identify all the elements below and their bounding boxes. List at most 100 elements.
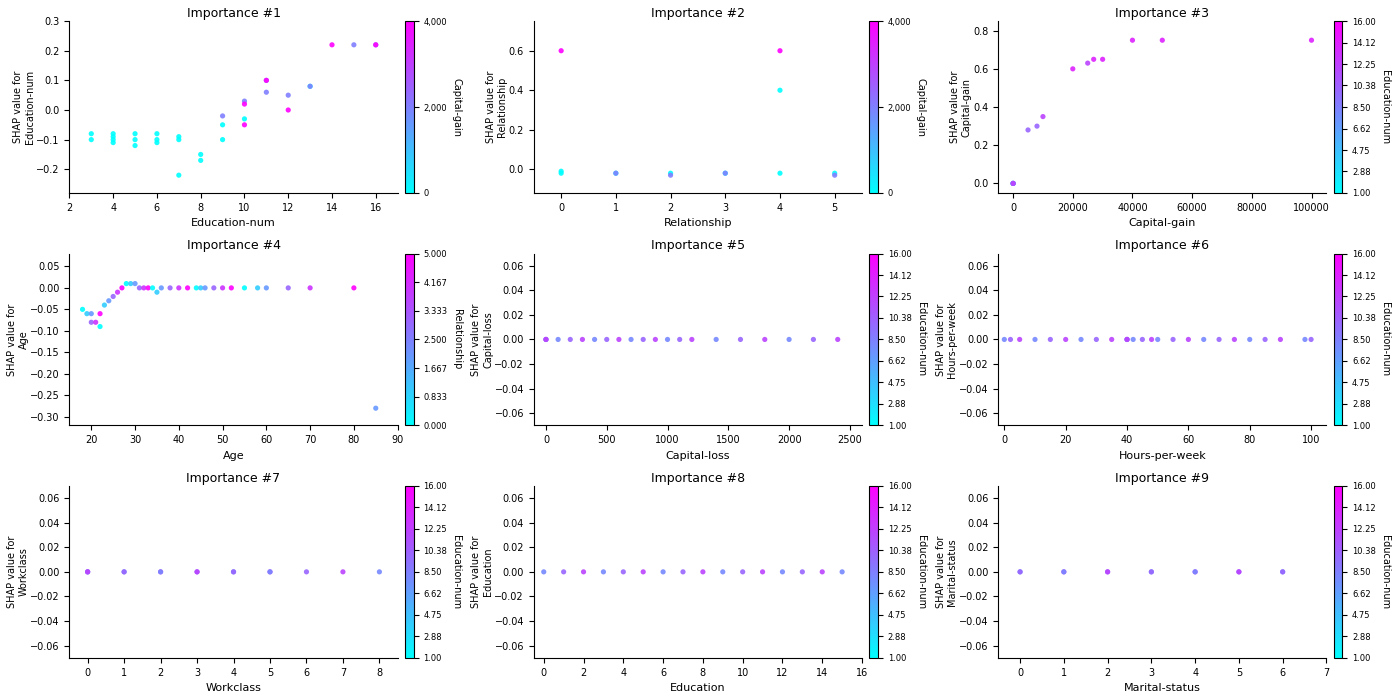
- Point: [234, 282, 256, 293]
- Point: [1002, 178, 1025, 189]
- Point: [102, 131, 125, 142]
- Point: [731, 566, 753, 578]
- Point: [753, 334, 776, 345]
- Point: [550, 45, 573, 56]
- Point: [1032, 111, 1054, 122]
- Y-axis label: SHAP value for
Capital-gain: SHAP value for Capital-gain: [951, 71, 972, 144]
- X-axis label: Capital-gain: Capital-gain: [1128, 218, 1196, 228]
- Point: [137, 282, 160, 293]
- Point: [246, 282, 269, 293]
- Point: [644, 334, 666, 345]
- Point: [123, 134, 146, 145]
- Point: [547, 334, 570, 345]
- Point: [769, 45, 791, 56]
- Point: [211, 119, 234, 130]
- Point: [295, 566, 318, 578]
- Point: [1061, 63, 1084, 74]
- Point: [608, 334, 630, 345]
- Point: [1141, 334, 1163, 345]
- Point: [612, 566, 634, 578]
- Point: [77, 566, 99, 578]
- Title: Importance #4: Importance #4: [186, 239, 280, 253]
- Point: [1039, 334, 1061, 345]
- Point: [111, 282, 133, 293]
- Point: [141, 282, 164, 293]
- Point: [1271, 566, 1294, 578]
- Point: [714, 167, 736, 178]
- Point: [234, 95, 256, 106]
- Point: [559, 334, 581, 345]
- Point: [1116, 334, 1138, 345]
- Point: [811, 566, 833, 578]
- Point: [1000, 334, 1022, 345]
- Y-axis label: SHAP value for
Hours-per-week: SHAP value for Hours-per-week: [935, 301, 958, 378]
- Point: [300, 282, 322, 293]
- Point: [1184, 566, 1207, 578]
- Point: [259, 566, 281, 578]
- Point: [76, 308, 98, 319]
- Point: [234, 99, 256, 110]
- Point: [300, 80, 322, 92]
- Y-axis label: Education-num: Education-num: [451, 535, 461, 609]
- Point: [1008, 334, 1030, 345]
- Y-axis label: SHAP value for
Education-num: SHAP value for Education-num: [13, 70, 35, 144]
- Point: [123, 278, 146, 289]
- Point: [176, 282, 199, 293]
- Point: [1002, 178, 1025, 189]
- Point: [146, 286, 168, 297]
- Title: Importance #6: Importance #6: [1116, 239, 1210, 253]
- Point: [631, 334, 654, 345]
- X-axis label: Marital-status: Marital-status: [1124, 683, 1201, 693]
- Point: [571, 334, 594, 345]
- Point: [193, 282, 216, 293]
- Point: [1184, 566, 1207, 578]
- Point: [769, 85, 791, 96]
- Point: [692, 566, 714, 578]
- Point: [364, 402, 386, 414]
- Point: [1131, 334, 1154, 345]
- Point: [1228, 566, 1250, 578]
- Point: [595, 334, 617, 345]
- Point: [802, 334, 825, 345]
- Point: [277, 104, 300, 116]
- Point: [1054, 334, 1077, 345]
- Point: [993, 334, 1015, 345]
- Point: [146, 137, 168, 148]
- Point: [80, 128, 102, 139]
- Y-axis label: SHAP value for
Workclass: SHAP value for Workclass: [7, 536, 28, 608]
- Point: [706, 334, 728, 345]
- Point: [826, 334, 848, 345]
- Point: [652, 566, 675, 578]
- Point: [189, 149, 211, 160]
- Point: [343, 282, 365, 293]
- Point: [752, 566, 774, 578]
- Point: [1116, 334, 1138, 345]
- Point: [321, 39, 343, 50]
- Point: [1009, 566, 1032, 578]
- Point: [158, 282, 181, 293]
- Point: [277, 282, 300, 293]
- Point: [364, 39, 386, 50]
- Point: [168, 282, 190, 293]
- Point: [113, 566, 136, 578]
- Point: [605, 167, 627, 178]
- Point: [1002, 178, 1025, 189]
- Point: [823, 167, 846, 178]
- Point: [277, 90, 300, 101]
- Y-axis label: Capital-gain: Capital-gain: [451, 78, 461, 136]
- Point: [1096, 566, 1119, 578]
- Title: Importance #5: Importance #5: [651, 239, 745, 253]
- Point: [1116, 334, 1138, 345]
- Point: [84, 316, 106, 328]
- X-axis label: Education: Education: [671, 683, 725, 693]
- Point: [189, 155, 211, 166]
- Point: [106, 286, 129, 297]
- Point: [71, 304, 94, 315]
- Point: [189, 282, 211, 293]
- Point: [300, 80, 322, 92]
- Point: [1140, 566, 1162, 578]
- Point: [102, 134, 125, 145]
- Y-axis label: SHAP value for
Age: SHAP value for Age: [7, 303, 28, 376]
- Point: [778, 334, 801, 345]
- Point: [332, 566, 354, 578]
